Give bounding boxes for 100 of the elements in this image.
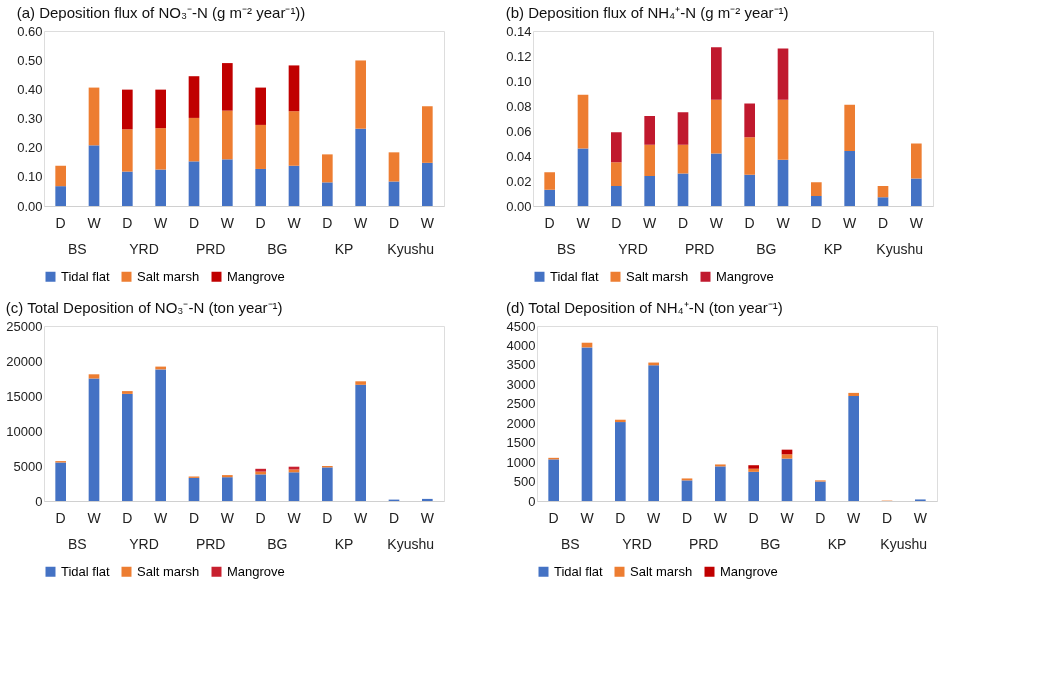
bar (544, 189, 555, 206)
x-tick-label: W (776, 214, 791, 231)
bar (848, 396, 859, 501)
bar (122, 129, 133, 172)
x-tick-label: D (122, 214, 133, 231)
y-tick-label: 0.02 (506, 173, 532, 189)
y-tick-label: 0.04 (506, 148, 532, 164)
x-tick-label: W (154, 509, 169, 526)
bar (677, 173, 689, 206)
bar (577, 148, 589, 206)
bar (811, 196, 822, 206)
bar (355, 381, 366, 385)
x-tick-label: D (322, 214, 333, 231)
bar (615, 422, 626, 501)
bar (648, 365, 659, 501)
bar (388, 152, 400, 182)
x-tick-label: D (388, 509, 400, 526)
bar (188, 161, 200, 206)
text: BG (267, 536, 288, 552)
x-tick-label: W (354, 214, 369, 231)
y-tick-label: 25000 (6, 318, 43, 334)
x-tick-label: D (877, 214, 889, 231)
bar (155, 369, 166, 501)
x-tick-label: W (909, 214, 924, 231)
x-tick-label: W (709, 214, 724, 231)
y-tick-label: 0.00 (17, 198, 43, 214)
x-tick-label: D (255, 214, 266, 231)
bar (711, 47, 722, 100)
bar (322, 154, 333, 183)
y-tick-label: 5000 (13, 458, 43, 474)
text: Kyushu (880, 536, 928, 552)
bar (644, 144, 655, 176)
legend-label: Salt marsh (626, 268, 689, 284)
text: PRD (195, 536, 226, 552)
chart-title: (a) Deposition flux of NO₃⁻-N (g m⁻² year⁻¹)) (16, 4, 306, 21)
bar (188, 76, 200, 118)
y-tick-label: 0 (35, 493, 43, 509)
bar (255, 124, 266, 169)
text: YRD (129, 536, 159, 552)
bar (322, 467, 333, 501)
y-tick-label: 0.10 (506, 73, 532, 89)
text: BS (67, 241, 87, 257)
x-tick-label: D (388, 214, 400, 231)
legend-label: Mangrove (720, 563, 778, 579)
x-tick-label: D (548, 509, 559, 526)
legend-label: Tidal flat (61, 268, 111, 284)
legend-label: Tidal flat (554, 563, 604, 579)
bar (255, 168, 266, 206)
bar (744, 137, 755, 175)
y-tick-label: 0.06 (506, 123, 532, 139)
bar (288, 111, 300, 166)
bar (611, 132, 622, 163)
bar (222, 159, 233, 206)
bar (422, 106, 433, 163)
bar (711, 153, 722, 206)
x-tick-label: D (322, 509, 333, 526)
x-tick-label: W (220, 509, 235, 526)
bar (155, 89, 166, 129)
chart-title: (d) Total Deposition of NH₄⁺-N (ton year⁻¹) (506, 299, 783, 316)
y-tick-label: 10000 (6, 423, 43, 439)
bar (288, 472, 300, 501)
text: KP (334, 536, 354, 552)
bar (811, 182, 822, 196)
y-tick-label: 0.14 (506, 23, 532, 39)
x-tick-label: W (220, 214, 235, 231)
y-tick-label: 3000 (506, 376, 536, 392)
bar (422, 162, 433, 206)
y-tick-label: 0.50 (17, 52, 43, 68)
bar (255, 474, 266, 501)
text: BG (756, 241, 777, 257)
text: PRD (195, 241, 226, 257)
bar (644, 176, 655, 206)
text: YRD (129, 241, 159, 257)
bar (388, 181, 400, 206)
bar (644, 116, 655, 145)
x-tick-label: W (420, 509, 435, 526)
y-tick-label: 2500 (506, 396, 536, 412)
y-tick-label: 20000 (6, 353, 43, 369)
bar (122, 171, 133, 206)
bar (355, 384, 366, 501)
bar (548, 459, 559, 501)
x-tick-label: W (780, 509, 795, 526)
bar (88, 145, 100, 206)
bar (611, 162, 622, 186)
bar (911, 143, 922, 179)
bar (877, 186, 889, 198)
text: BG (760, 536, 781, 552)
bar (188, 117, 200, 162)
x-tick-label: W (576, 214, 591, 231)
bar (777, 48, 789, 100)
text: PRD (688, 536, 719, 552)
bar (122, 391, 133, 394)
y-tick-label: 1000 (506, 454, 536, 470)
bar (748, 471, 759, 501)
chart-title: (c) Total Deposition of NO₃⁻-N (ton year⁻¹) (5, 299, 283, 316)
x-tick-label: W (843, 214, 858, 231)
y-tick-label: 500 (513, 474, 536, 490)
bar (715, 466, 726, 501)
y-tick-label: 0.30 (17, 111, 43, 126)
bar (88, 87, 100, 146)
